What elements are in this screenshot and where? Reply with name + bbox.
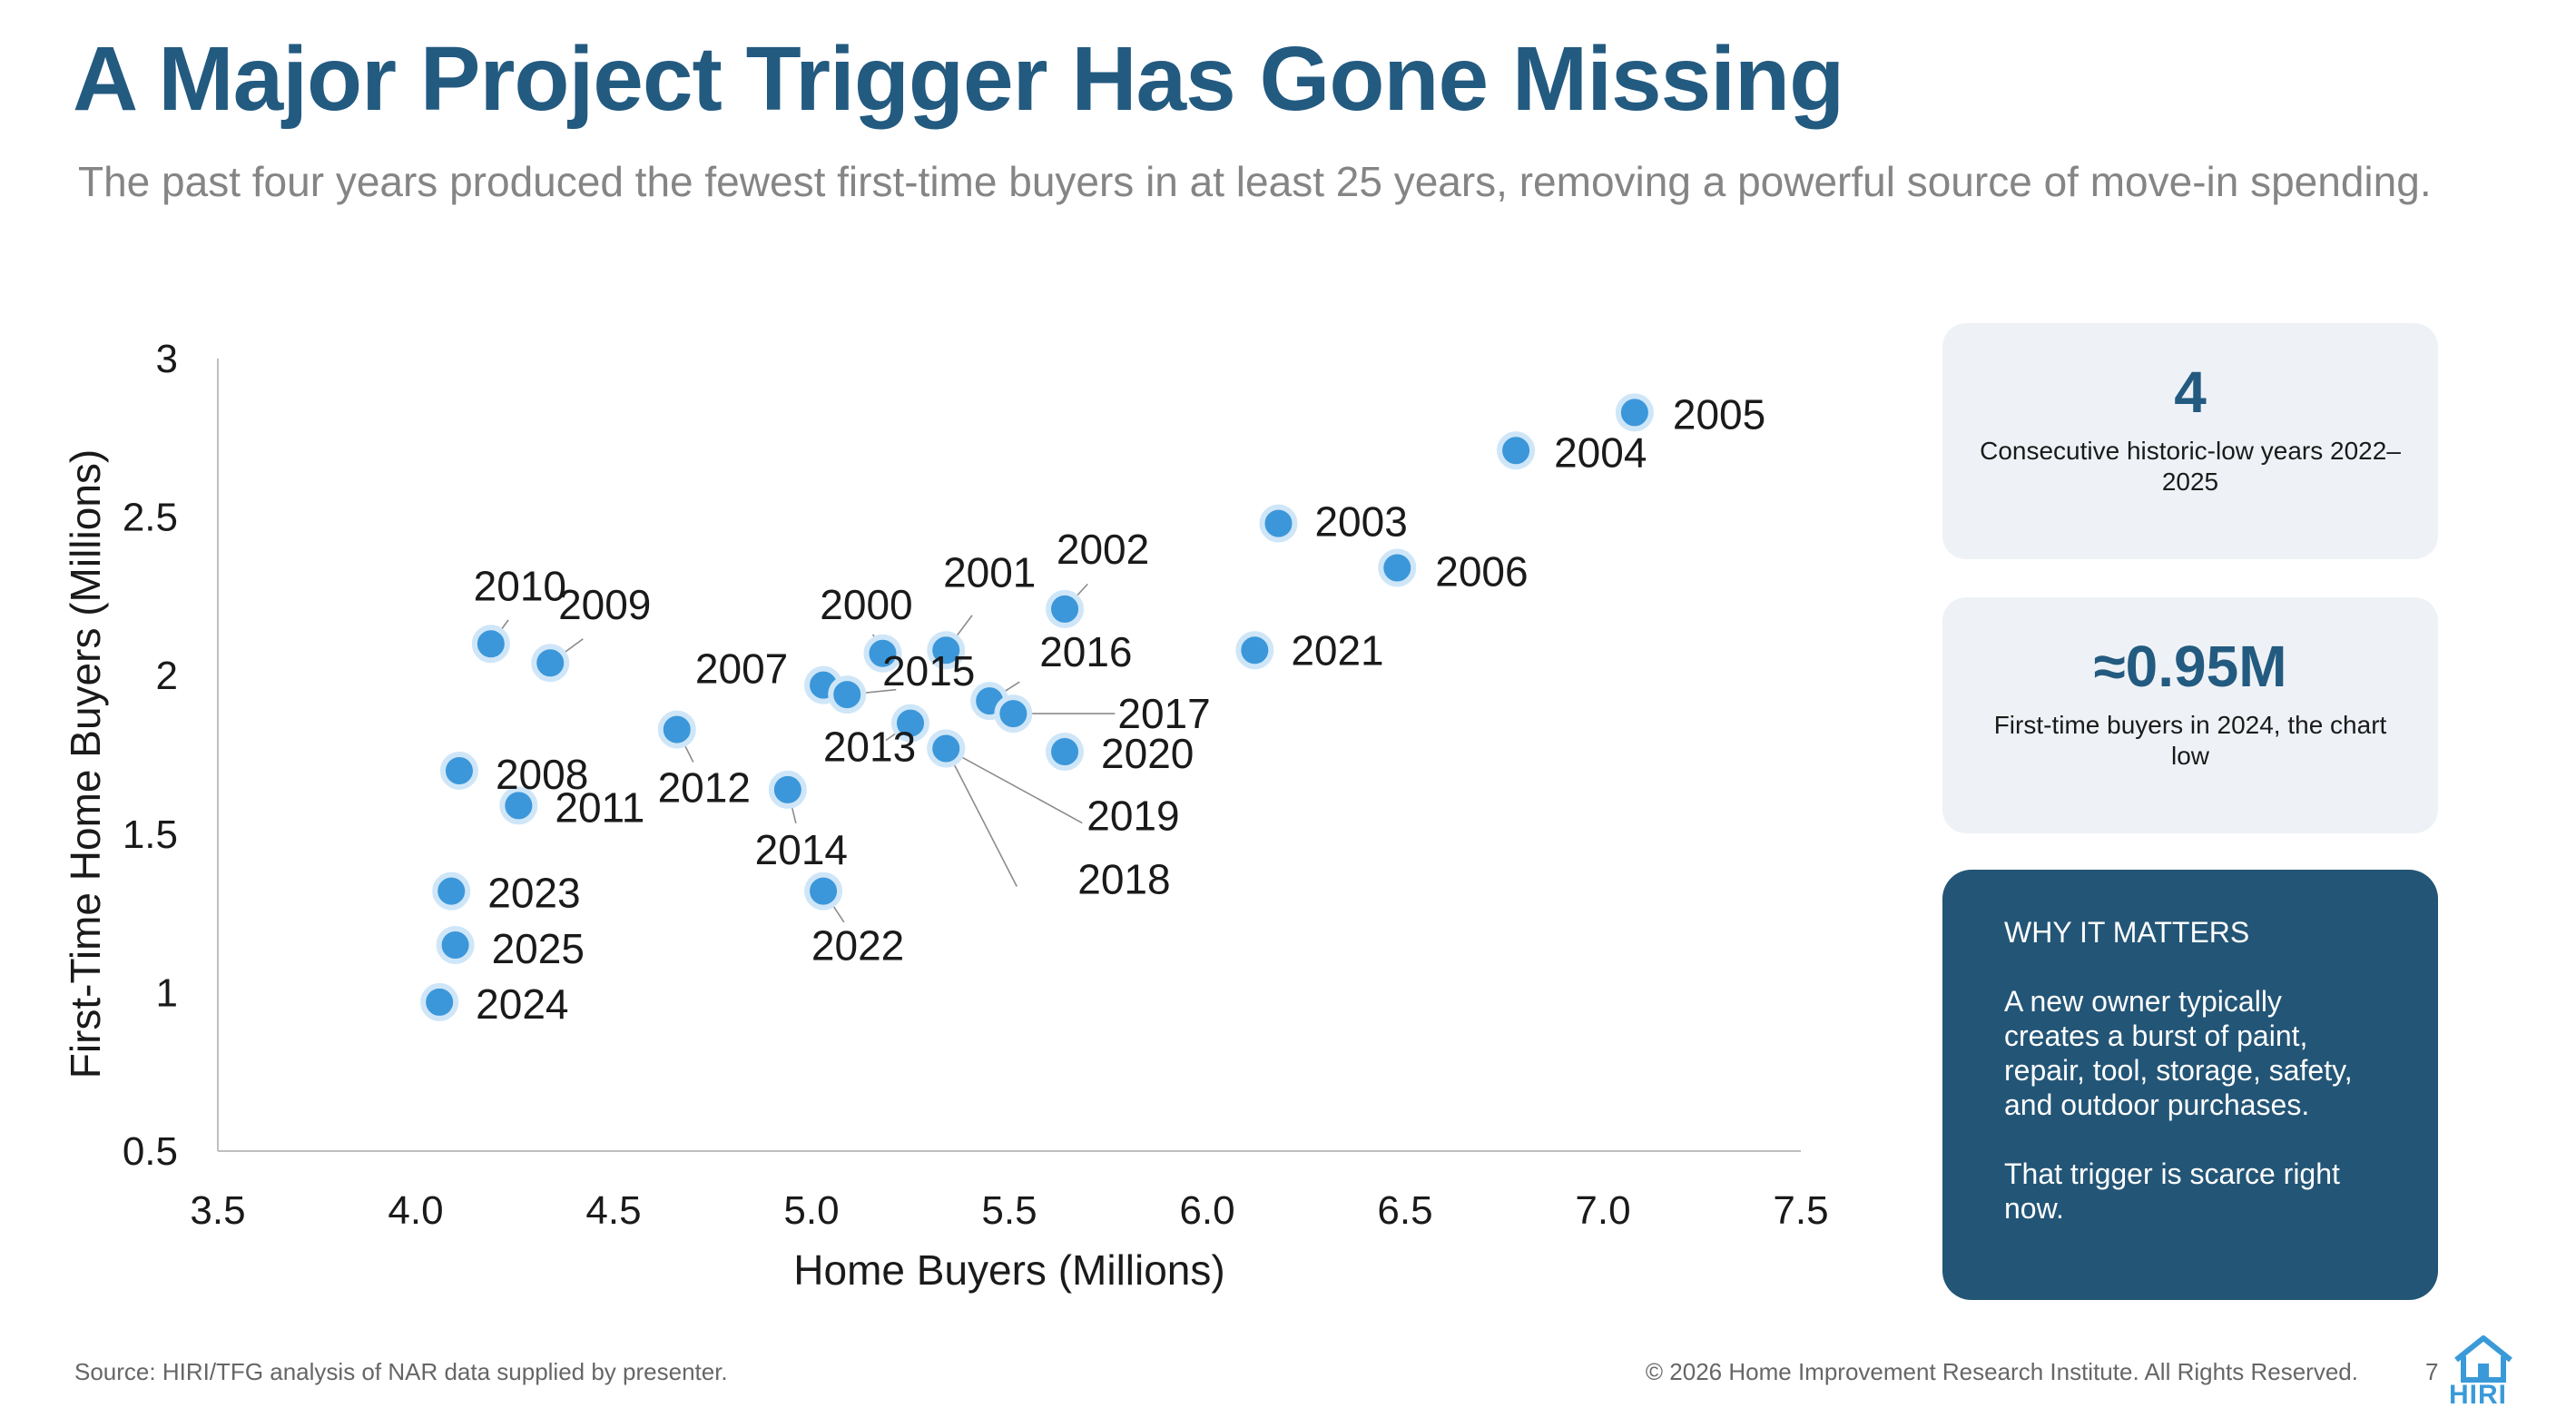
x-tick-label: 7.0 <box>1575 1188 1630 1233</box>
data-label: 2005 <box>1673 390 1765 438</box>
x-tick-label: 6.5 <box>1377 1188 1432 1233</box>
stat-card-historic-lows: 4 Consecutive historic-low years 2022–20… <box>1942 323 2438 559</box>
x-tick-label: 5.5 <box>981 1188 1037 1233</box>
data-label: 2009 <box>558 581 651 628</box>
x-axis-title: Home Buyers (Millions) <box>793 1246 1224 1294</box>
data-point <box>436 926 475 965</box>
data-label: 2018 <box>1077 856 1170 903</box>
data-label: 2006 <box>1435 547 1528 595</box>
data-label: 2022 <box>811 922 904 970</box>
data-label: 2021 <box>1291 626 1383 674</box>
data-label: 2010 <box>474 562 566 609</box>
stat-value: 4 <box>2174 359 2207 425</box>
data-label: 2024 <box>476 980 568 1028</box>
data-label: 2020 <box>1101 730 1194 777</box>
why-it-matters-card: WHY IT MATTERS A new owner typically cre… <box>1942 870 2438 1300</box>
logo-text: HIRI <box>2449 1380 2507 1410</box>
leader-line <box>945 748 1018 887</box>
data-point <box>531 644 570 683</box>
data-label: 2015 <box>882 647 975 694</box>
data-point <box>863 634 902 673</box>
data-point <box>499 786 538 825</box>
y-tick-label: 1.5 <box>123 812 178 857</box>
data-point <box>420 982 459 1021</box>
data-point <box>891 704 929 743</box>
data-point <box>927 631 966 670</box>
data-point <box>432 871 471 911</box>
data-point <box>657 710 696 749</box>
data-point <box>1497 431 1536 470</box>
data-point <box>1046 733 1085 772</box>
y-tick-label: 3 <box>156 337 178 381</box>
hiri-house-logo-icon <box>2454 1335 2512 1383</box>
data-label: 2014 <box>755 826 848 873</box>
y-tick-label: 1 <box>156 970 178 1015</box>
data-label: 2002 <box>1057 526 1149 573</box>
x-tick-label: 7.5 <box>1773 1188 1828 1233</box>
data-point <box>1046 589 1085 628</box>
data-label: 2000 <box>820 581 912 628</box>
x-tick-label: 4.5 <box>585 1188 641 1233</box>
data-label: 2016 <box>1039 628 1132 675</box>
data-label: 2025 <box>492 925 585 972</box>
page-title: A Major Project Trigger Has Gone Missing <box>73 28 1844 130</box>
data-point <box>439 751 478 790</box>
data-point <box>994 694 1033 734</box>
why-body: A new owner typically creates a burst of… <box>2004 985 2353 1121</box>
data-point <box>1615 393 1654 432</box>
data-point <box>1235 631 1274 670</box>
x-tick-label: 5.0 <box>783 1188 839 1233</box>
data-point <box>1378 548 1417 587</box>
data-label: 2004 <box>1554 428 1647 476</box>
leader-line <box>945 747 1083 824</box>
y-tick-label: 2 <box>156 654 178 698</box>
data-label: 2003 <box>1314 498 1407 546</box>
why-heading: WHY IT MATTERS <box>2004 916 2250 949</box>
data-label: 2008 <box>496 751 588 798</box>
data-label: 2023 <box>487 870 580 917</box>
y-axis-title: First-Time Home Buyers (Millions) <box>62 449 109 1078</box>
y-tick-label: 0.5 <box>123 1129 178 1174</box>
data-label: 2012 <box>658 764 751 812</box>
data-point <box>927 729 966 768</box>
data-label: 2019 <box>1086 793 1179 840</box>
page-number: 7 <box>2425 1358 2439 1385</box>
why-closing: That trigger is scarce right now. <box>2004 1157 2340 1225</box>
data-label: 2013 <box>823 724 916 771</box>
footer-source: Source: HIRI/TFG analysis of NAR data su… <box>74 1358 728 1385</box>
stat-value: ≈0.95M <box>2093 634 2287 699</box>
data-label: 2007 <box>695 645 788 693</box>
data-point <box>768 770 807 809</box>
data-label: 2017 <box>1117 690 1210 737</box>
data-label: 2011 <box>555 783 644 831</box>
footer-copyright: © 2026 Home Improvement Research Institu… <box>1645 1358 2358 1385</box>
data-point <box>828 675 867 714</box>
data-point <box>471 625 510 664</box>
data-label: 2001 <box>943 548 1036 596</box>
x-tick-label: 3.5 <box>190 1188 245 1233</box>
stat-label: Consecutive historic-low years 2022–2025 <box>1980 437 2401 496</box>
y-tick-label: 2.5 <box>123 496 178 540</box>
data-point <box>1259 504 1298 543</box>
x-tick-label: 6.0 <box>1179 1188 1234 1233</box>
stat-card-2024-buyers: ≈0.95M First-time buyers in 2024, the ch… <box>1942 597 2438 833</box>
data-point <box>804 871 843 911</box>
stat-label: First-time buyers in 2024, the chart low <box>1993 711 2387 770</box>
page-subtitle: The past four years produced the fewest … <box>78 158 2432 205</box>
x-tick-label: 4.0 <box>388 1188 443 1233</box>
